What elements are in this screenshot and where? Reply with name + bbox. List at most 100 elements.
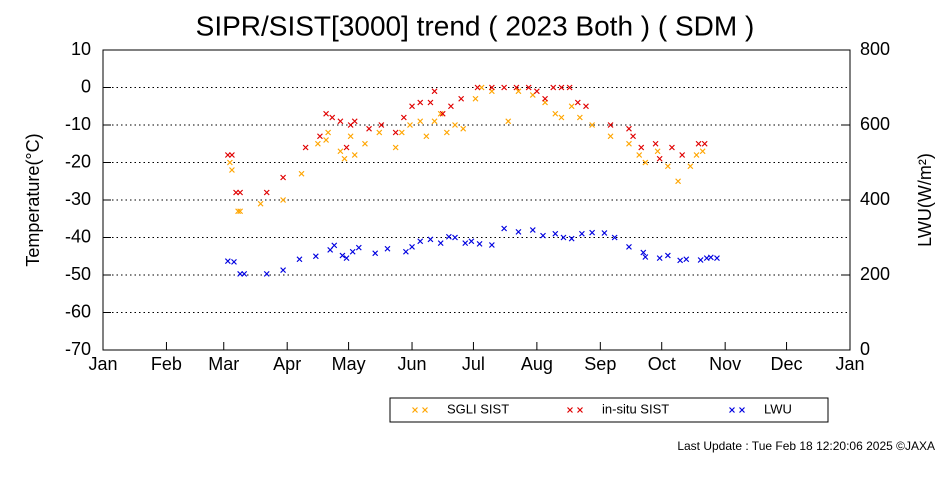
point [515,88,522,95]
point [505,118,512,125]
point [398,129,405,136]
point [280,197,287,203]
point [392,144,399,151]
point [542,95,548,102]
point [423,133,430,140]
point [362,140,368,147]
point [229,152,235,158]
y2-tick-label: 400 [860,189,890,209]
x-tick-label: Feb [151,354,182,374]
point [656,155,663,162]
y-tick-label: -10 [65,114,91,134]
point [407,122,413,128]
point [656,255,663,262]
point [679,152,686,158]
legend-label: in-situ SIST [602,401,669,416]
point [458,95,465,102]
point [445,233,452,240]
point [337,118,344,125]
point [347,133,354,140]
point [558,84,565,91]
point [578,230,585,237]
point [229,167,235,173]
point [343,144,350,151]
point [439,110,446,117]
point [468,238,475,245]
point [263,270,270,277]
point [447,103,454,110]
point [488,242,495,248]
point [327,246,334,253]
point [314,140,321,147]
point [452,122,458,128]
point [392,129,399,136]
point [237,189,244,196]
point [675,178,682,185]
point [552,230,559,237]
point [683,256,690,263]
x-tick-label: Jan [835,354,864,374]
legend-box [389,397,829,423]
point [574,99,581,106]
x-tick-label: Aug [521,354,553,374]
point [341,155,348,162]
point [474,84,481,91]
point [417,118,424,125]
point [697,257,704,263]
point [224,258,231,265]
point [664,252,671,259]
point [525,84,532,91]
point [576,114,583,121]
point [607,122,614,128]
y2-tick-label: 0 [860,339,870,359]
x-tick-label: Nov [709,354,741,374]
x-tick-label: May [332,354,366,374]
point [241,270,248,277]
point [384,245,391,252]
point [687,163,694,170]
y-tick-label: -70 [65,339,91,359]
point [707,254,714,261]
y2-axis-label: LWU(W/m²) [915,153,935,247]
point [437,240,444,247]
point [312,253,319,260]
point [550,84,557,91]
point [325,129,332,136]
point [409,243,415,250]
point [298,170,305,177]
y2-tick-label: 800 [860,39,890,59]
point [638,144,645,151]
point [636,152,643,158]
point [589,229,596,236]
point [552,110,559,117]
point [515,228,522,235]
point [355,244,362,251]
point [351,152,358,158]
point [560,234,567,241]
point [558,114,565,121]
point [237,208,244,215]
y2-tick-label: 200 [860,264,890,284]
point [349,248,356,255]
point [323,110,330,117]
x-tick-label: Jan [88,354,117,374]
point [329,114,336,121]
point [669,144,675,151]
point [472,95,479,102]
point [714,255,720,262]
point [476,240,483,247]
point [501,84,508,91]
point [372,250,379,257]
point [263,189,270,196]
point [317,133,323,140]
y2-tick-label: 600 [860,114,890,134]
point [513,84,520,91]
point [583,103,589,110]
point [630,133,636,140]
point [568,103,575,110]
point [568,235,575,242]
point [652,140,659,147]
x-tick-label: Jun [398,354,427,374]
point [642,159,649,166]
legend-label: SGLI SIST [447,401,509,416]
